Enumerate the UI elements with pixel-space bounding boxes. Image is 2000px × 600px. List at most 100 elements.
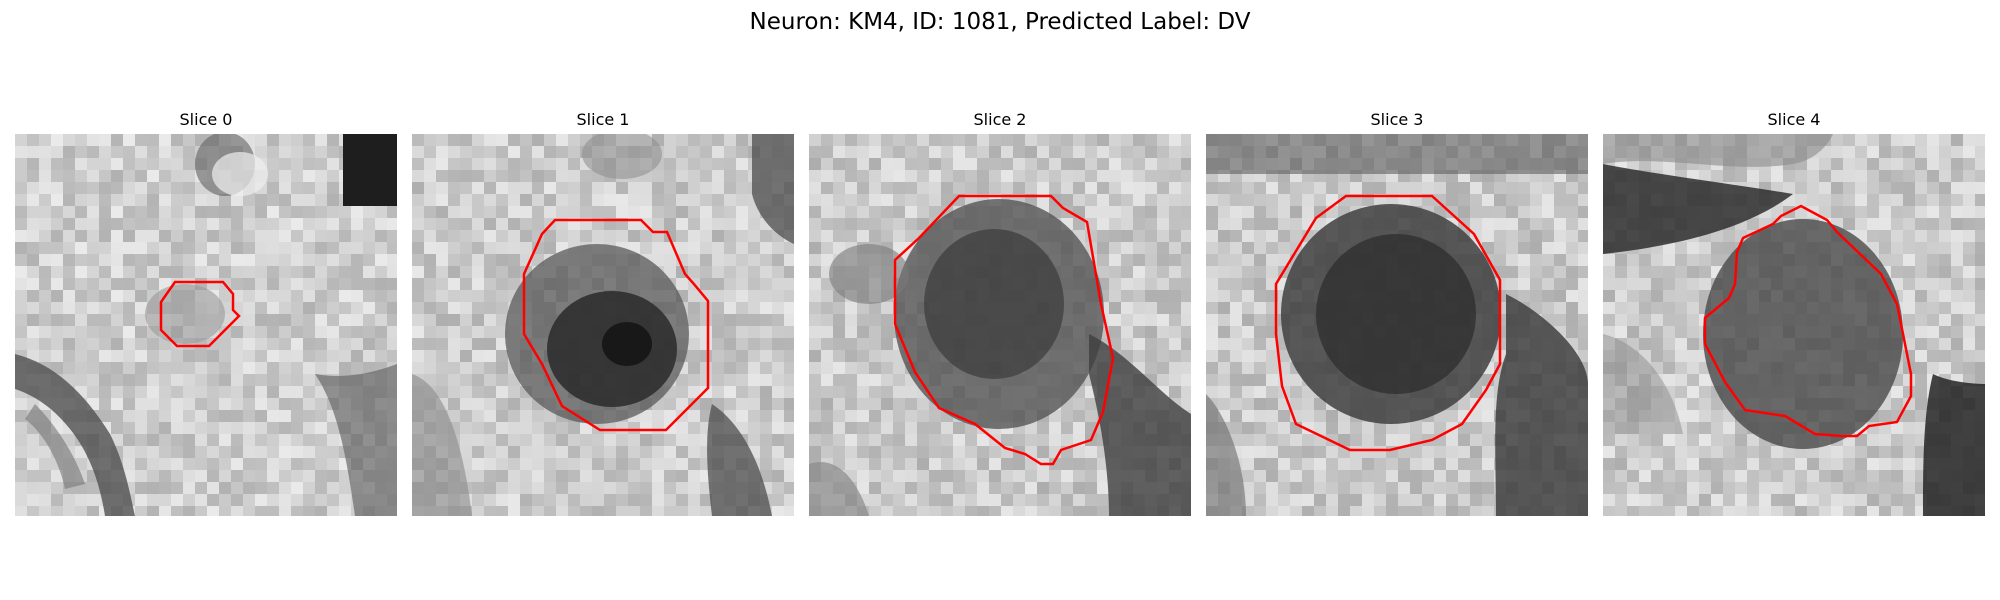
noise-pixel <box>448 194 460 206</box>
noise-pixel <box>1266 494 1278 506</box>
noise-pixel <box>207 422 219 434</box>
noise-pixel <box>520 506 532 516</box>
noise-pixel <box>171 182 183 194</box>
noise-pixel <box>1290 506 1302 516</box>
noise-pixel <box>905 458 917 470</box>
noise-pixel <box>532 134 544 146</box>
noise-pixel <box>159 206 171 218</box>
noise-pixel <box>267 410 279 422</box>
noise-pixel <box>652 218 664 230</box>
noise-pixel <box>688 326 700 338</box>
noise-pixel <box>1699 374 1711 386</box>
noise-pixel <box>845 326 857 338</box>
noise-pixel <box>1963 242 1975 254</box>
noise-pixel <box>688 362 700 374</box>
noise-pixel <box>664 398 676 410</box>
noise-pixel <box>496 458 508 470</box>
noise-pixel <box>1530 266 1542 278</box>
noise-pixel <box>412 290 424 302</box>
noise-pixel <box>243 506 255 516</box>
noise-pixel <box>147 422 159 434</box>
noise-pixel <box>881 134 893 146</box>
noise-pixel <box>724 170 736 182</box>
noise-pixel <box>460 134 472 146</box>
noise-pixel <box>363 350 375 362</box>
noise-pixel <box>881 398 893 410</box>
noise-pixel <box>628 482 640 494</box>
noise-pixel <box>1278 218 1290 230</box>
slice-image-svg <box>15 134 397 516</box>
noise-pixel <box>1145 350 1157 362</box>
noise-pixel <box>869 458 881 470</box>
noise-pixel <box>339 218 351 230</box>
noise-pixel <box>135 290 147 302</box>
noise-pixel <box>39 266 51 278</box>
noise-pixel <box>845 446 857 458</box>
noise-pixel <box>1627 278 1639 290</box>
noise-pixel <box>1482 218 1494 230</box>
noise-pixel <box>123 398 135 410</box>
noise-pixel <box>556 182 568 194</box>
noise-pixel <box>1109 170 1121 182</box>
noise-pixel <box>1133 314 1145 326</box>
noise-pixel <box>580 470 592 482</box>
noise-pixel <box>1073 410 1085 422</box>
noise-pixel <box>1627 290 1639 302</box>
noise-pixel <box>604 506 616 516</box>
noise-pixel <box>556 458 568 470</box>
noise-pixel <box>532 146 544 158</box>
noise-pixel <box>1145 134 1157 146</box>
noise-pixel <box>941 170 953 182</box>
noise-pixel <box>1867 134 1879 146</box>
contour-outline <box>893 194 1115 466</box>
noise-pixel <box>893 134 905 146</box>
noise-pixel <box>123 158 135 170</box>
noise-pixel <box>1795 170 1807 182</box>
noise-pixel <box>1133 326 1145 338</box>
noise-pixel <box>1434 422 1446 434</box>
noise-pixel <box>339 326 351 338</box>
noise-pixel <box>1735 170 1747 182</box>
noise-pixel <box>556 146 568 158</box>
noise-pixel <box>195 230 207 242</box>
slice-panel-0: Slice 0 <box>15 110 397 520</box>
noise-pixel <box>1542 266 1554 278</box>
noise-pixel <box>1254 362 1266 374</box>
noise-pixel <box>496 362 508 374</box>
noise-pixel <box>724 398 736 410</box>
noise-pixel <box>857 134 869 146</box>
noise-pixel <box>1458 206 1470 218</box>
noise-pixel <box>147 434 159 446</box>
noise-pixel <box>1230 230 1242 242</box>
noise-pixel <box>1482 410 1494 422</box>
noise-pixel <box>291 230 303 242</box>
noise-pixel <box>1061 182 1073 194</box>
noise-pixel <box>327 230 339 242</box>
noise-pixel <box>255 482 267 494</box>
noise-pixel <box>1049 482 1061 494</box>
noise-pixel <box>219 350 231 362</box>
noise-pixel <box>339 314 351 326</box>
noise-pixel <box>1422 482 1434 494</box>
noise-pixel <box>1109 302 1121 314</box>
slice-title: Slice 0 <box>179 110 233 129</box>
noise-pixel <box>315 134 327 146</box>
noise-pixel <box>195 506 207 516</box>
noise-pixel <box>1097 146 1109 158</box>
noise-pixel <box>748 278 760 290</box>
noise-pixel <box>1181 350 1191 362</box>
noise-pixel <box>1603 290 1615 302</box>
noise-pixel <box>363 362 375 374</box>
noise-pixel <box>1398 182 1410 194</box>
noise-pixel <box>1915 362 1927 374</box>
noise-pixel <box>448 350 460 362</box>
noise-pixel <box>1374 470 1386 482</box>
noise-pixel <box>1903 434 1915 446</box>
noise-pixel <box>676 278 688 290</box>
noise-pixel <box>1807 182 1819 194</box>
noise-pixel <box>51 482 63 494</box>
noise-pixel <box>496 170 508 182</box>
noise-pixel <box>1663 374 1675 386</box>
noise-pixel <box>809 134 821 146</box>
noise-pixel <box>1566 218 1578 230</box>
